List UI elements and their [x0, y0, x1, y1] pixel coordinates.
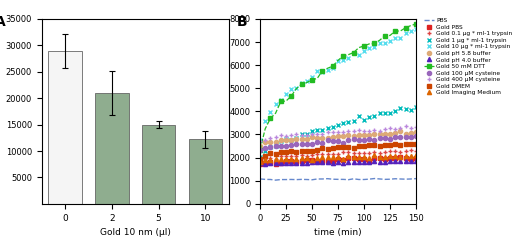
Text: B: B: [237, 15, 247, 29]
Legend: PBS, Gold PBS, Gold 0.1 μg * ml-1 trypsin, Gold 1 μg * ml-1 trypsin, Gold 10 μg : PBS, Gold PBS, Gold 0.1 μg * ml-1 trypsi…: [424, 18, 513, 95]
Bar: [189, 139, 222, 204]
Bar: [95, 93, 128, 204]
X-axis label: time (min): time (min): [314, 228, 362, 237]
X-axis label: Gold 10 nm (µl): Gold 10 nm (µl): [100, 228, 171, 237]
Bar: [48, 51, 82, 204]
Bar: [142, 125, 175, 204]
Text: A: A: [0, 15, 6, 29]
